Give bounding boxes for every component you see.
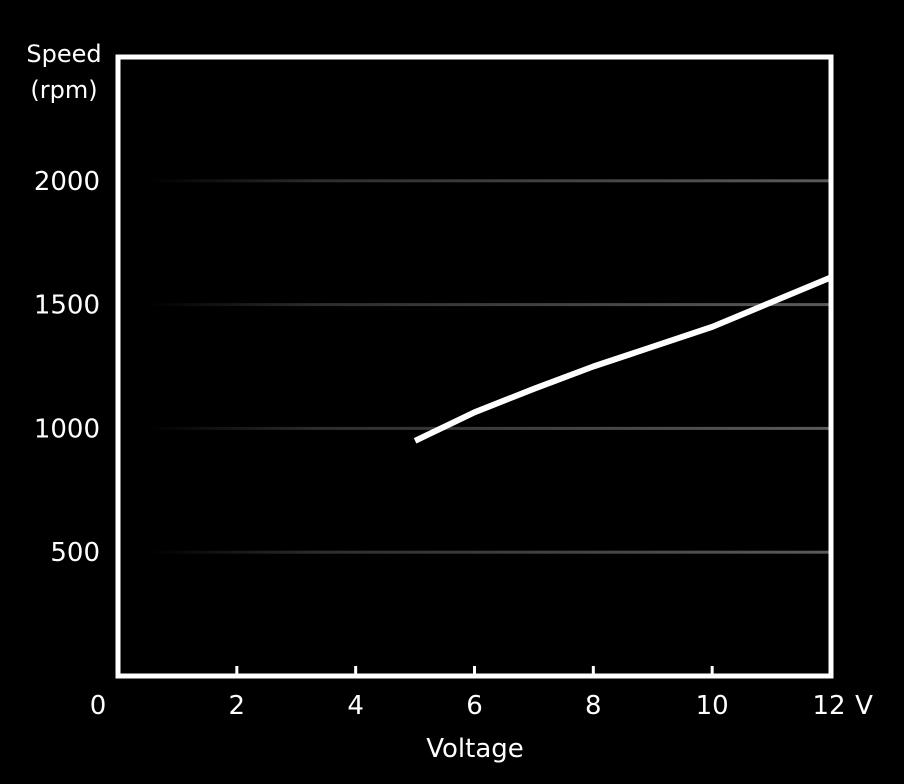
gridline-2000 [148, 179, 829, 183]
x-tick-label-4: 4 [347, 691, 364, 721]
x-axis-unit: V [855, 691, 873, 721]
x-tick-label-2: 2 [229, 691, 246, 721]
gridline-1500 [148, 303, 829, 307]
y-tick-label-2000: 2000 [34, 167, 100, 197]
gridline-500 [148, 550, 829, 554]
y-tick-label-500: 500 [50, 538, 100, 568]
gridline-1000 [148, 426, 829, 430]
series-layer [413, 274, 833, 444]
y-axis-label-line-2: (rpm) [30, 76, 97, 104]
x-axis-tick-labels: 0 2 4 6 8 10 12 [90, 691, 846, 721]
x-tick-label-8: 8 [585, 691, 602, 721]
y-tick-label-1000: 1000 [34, 414, 100, 444]
plot-frame [115, 54, 834, 679]
x-tick-label-12: 12 [812, 691, 845, 721]
x-tick-label-10: 10 [696, 691, 729, 721]
x-tick-label-0: 0 [90, 691, 107, 721]
x-axis-ticks [235, 666, 714, 676]
x-tick-label-6: 6 [466, 691, 483, 721]
y-tick-label-1500: 1500 [34, 291, 100, 321]
series-line-0 [413, 274, 833, 444]
y-axis-tick-labels: 500 1000 1500 2000 [34, 167, 100, 568]
x-axis-label: Voltage [426, 734, 524, 764]
grid-lines [148, 179, 829, 554]
y-axis-label-line-1: Speed [26, 40, 101, 68]
